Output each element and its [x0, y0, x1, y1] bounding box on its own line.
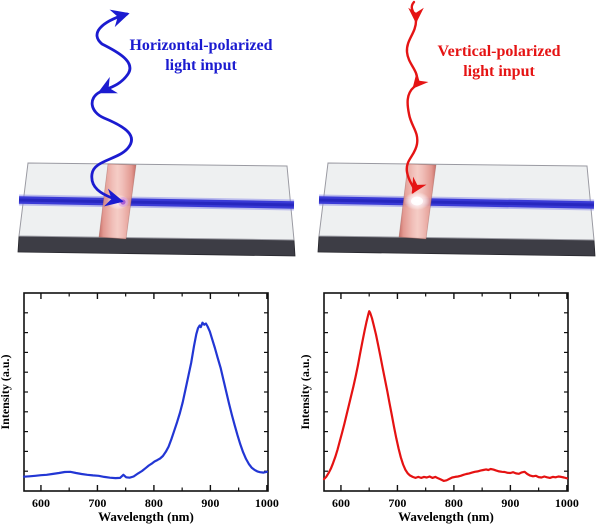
horizontal-input-label: Horizontal-polarized light input	[108, 36, 294, 76]
label-line1: Horizontal-polarized	[129, 37, 273, 54]
device-illustration-horizontal	[17, 9, 296, 257]
panel-vertical-input: Vertical-polarized light input	[300, 0, 600, 280]
x-tick-label: 600	[332, 496, 350, 510]
vertical-polarized-wave-arrow-icon	[405, 0, 429, 195]
spectrum-curve	[22, 321, 268, 480]
chart-panel-horizontal: 600 700 800 900 1000 Wavelength (nm) Intensity…	[0, 280, 300, 528]
spectra-row: 600 700 800 900 1000 Wavelength (nm) Intensity…	[0, 280, 600, 528]
device-illustration-vertical	[317, 0, 596, 257]
y-axis-label: Intensity (a.u.)	[0, 354, 12, 429]
x-tick-label: 1000	[255, 496, 279, 510]
blue-nanowire	[18, 194, 295, 211]
x-tick-label: 700	[388, 496, 406, 510]
spectrum-curve	[322, 310, 568, 482]
x-tick-label: 800	[145, 496, 163, 510]
panel-horizontal-input: Horizontal-polarized light input	[0, 0, 300, 280]
x-tick-label: 800	[445, 496, 463, 510]
vertical-input-label: Vertical-polarized light input	[406, 42, 592, 82]
x-axis-label: Wavelength (nm)	[98, 509, 194, 524]
horizontal-polarized-wave-arrow-icon	[90, 9, 133, 207]
x-tick-label: 600	[32, 496, 50, 510]
y-axis-label: Intensity (a.u.)	[300, 354, 312, 429]
plot-frame	[23, 292, 269, 492]
label-line2: light input	[165, 57, 237, 74]
junction-glow-core	[411, 196, 423, 206]
x-tick-label: 1000	[555, 496, 579, 510]
illustration-row: Horizontal-polarized light input	[0, 0, 600, 280]
spectrum-chart-horizontal: 600 700 800 900 1000 Wavelength (nm) Intensity…	[0, 292, 279, 524]
label-line1: Vertical-polarized	[437, 43, 561, 60]
x-axis-label: Wavelength (nm)	[398, 509, 494, 524]
chart-panel-vertical: 600 700 800 900 1000 Wavelength (nm) Intensity…	[300, 280, 600, 528]
x-tick-label: 900	[501, 496, 519, 510]
x-tick-label: 700	[88, 496, 106, 510]
blue-nanowire	[318, 194, 595, 211]
spectrum-chart-vertical: 600 700 800 900 1000 Wavelength (nm) Intensity…	[300, 292, 579, 524]
plot-frame	[323, 292, 569, 492]
label-line2: light input	[463, 63, 535, 80]
x-tick-label: 900	[201, 496, 219, 510]
